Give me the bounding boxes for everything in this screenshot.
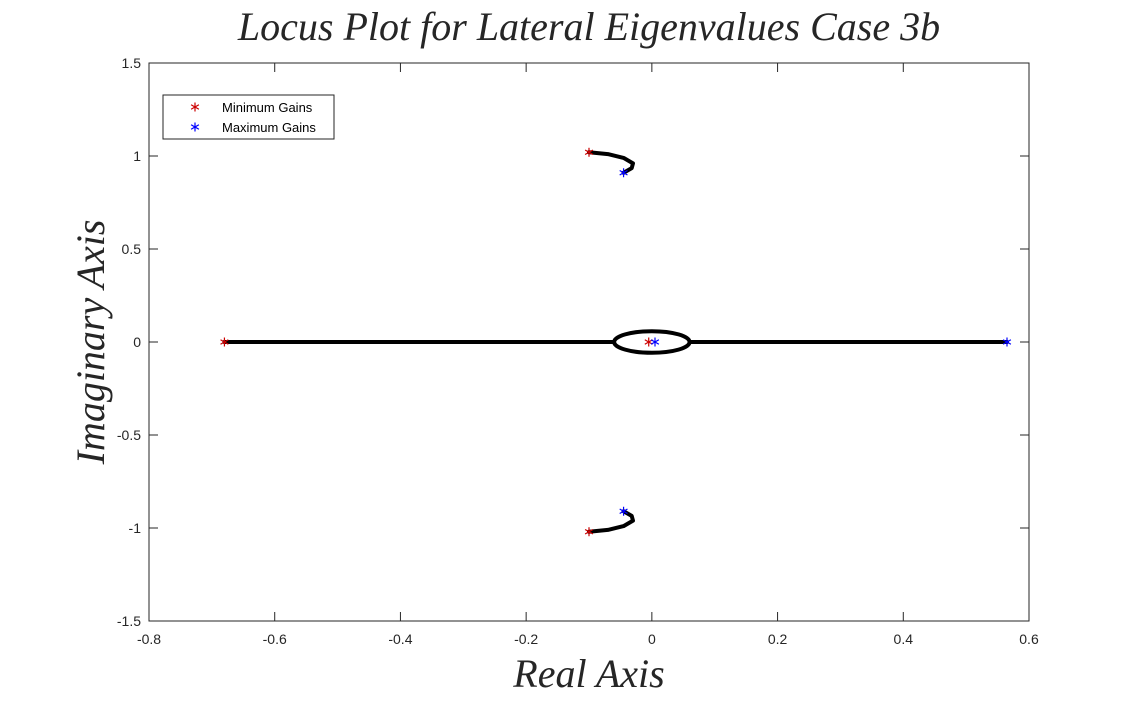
marker-minimum: [584, 147, 594, 157]
legend-box: [162, 94, 335, 140]
x-tick-label: 0.2: [768, 631, 788, 647]
x-axis-title: Real Axis: [512, 651, 664, 696]
axis-ticks: -0.8 -0.6 -0.4 -0.2 0 0.2 0.4 0.6 -1.5 -1 -0.5 0 0.5…: [117, 55, 1039, 647]
marker-minimum: [584, 527, 594, 537]
x-tick-label: 0: [648, 631, 656, 647]
locus-curves: [222, 150, 1009, 534]
marker-maximum: [619, 168, 628, 178]
marker-minimum: [220, 337, 229, 347]
y-tick-label: -0.5: [117, 427, 141, 443]
x-tick-label: -0.2: [514, 631, 538, 647]
locus-branch-2: [587, 509, 635, 534]
x-tick-label: -0.6: [263, 631, 287, 647]
legend-marker-1: [190, 102, 200, 112]
y-tick-label: 1: [133, 148, 141, 164]
x-tick-label: 0.4: [894, 631, 914, 647]
legend-label-2: Maximum Gains: [222, 120, 316, 135]
marker-maximum: [619, 506, 628, 516]
chart-title: Locus Plot for Lateral Eigenvalues Case …: [237, 4, 940, 49]
legend-label-1: Minimum Gains: [222, 100, 313, 115]
y-tick-label: 0.5: [122, 241, 142, 257]
locus-branch-1: [587, 150, 635, 175]
marker-maximum: [650, 337, 660, 347]
y-tick-label: -1.5: [117, 613, 141, 629]
y-tick-label: 1.5: [122, 55, 142, 71]
y-tick-label: -1: [129, 520, 142, 536]
x-tick-label: 0.6: [1019, 631, 1039, 647]
y-axis-title: Imaginary Axis: [68, 220, 113, 466]
x-tick-label: -0.8: [137, 631, 161, 647]
legend: Minimum Gains Maximum Gains: [162, 94, 335, 140]
marker-maximum: [1002, 337, 1012, 347]
legend-marker-2: [190, 122, 200, 132]
x-tick-label: -0.4: [388, 631, 412, 647]
eigenvalue-markers: [220, 147, 1012, 537]
y-tick-label: 0: [133, 334, 141, 350]
locus-loop: [612, 329, 692, 355]
